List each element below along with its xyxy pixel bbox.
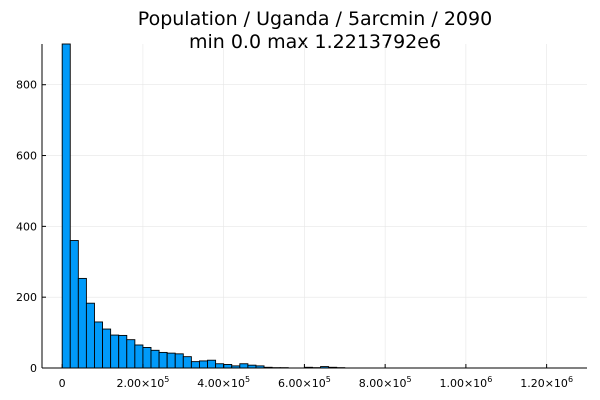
tick-labels: 0 200 400 600 800 0 2.00×105 4.00×105 6.00×105 8.… [16,79,573,390]
x-tick-label: 0 [59,377,66,390]
histogram-bar [94,321,104,369]
grid [42,44,587,369]
histogram-bar [174,353,184,369]
y-tick-label: 800 [16,79,37,92]
y-tick-label: 400 [16,220,37,233]
histogram-bar [85,302,95,369]
histogram-bar [118,334,128,369]
histogram-bar [215,363,225,369]
histogram-bar [126,339,136,369]
y-tick-label: 0 [30,362,37,375]
histogram-bar [142,347,152,369]
histogram-bar [110,334,120,369]
histogram-bar [150,349,160,369]
histogram-bar [77,277,87,369]
chart-subtitle: min 0.0 max 1.2213792e6 [189,31,441,53]
y-tick-label: 200 [16,291,37,304]
x-tick-label: 1.00×106 [439,375,492,390]
histogram-bar [102,328,112,369]
x-tick-label: 8.00×105 [359,375,412,390]
histogram-bar [207,359,217,369]
histogram-bar [239,363,249,369]
histogram-bar [223,364,233,369]
histogram-bar [190,361,200,369]
histogram-bar [198,360,208,369]
histogram-bar [134,344,144,369]
histogram-bar [158,351,168,369]
x-tick-label: 1.20×106 [520,375,573,390]
histogram-bar [182,356,192,369]
histogram-bar [166,352,176,369]
histogram-bar [61,43,71,369]
x-tick-label: 2.00×105 [117,375,170,390]
chart-title: Population / Uganda / 5arcmin / 2090 [138,8,492,30]
bars [61,43,346,369]
y-tick-label: 600 [16,150,37,163]
x-tick-label: 6.00×105 [278,375,331,390]
x-tick-label: 4.00×105 [197,375,250,390]
histogram-bar [69,240,79,369]
axes [41,44,587,369]
